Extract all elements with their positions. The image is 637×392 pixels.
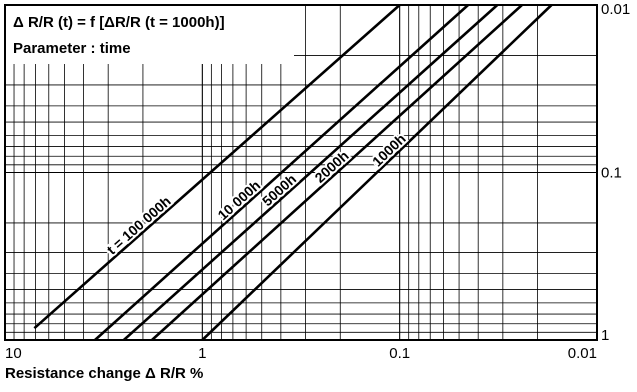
series-label: 5000h: [259, 171, 299, 209]
series-lines: [33, 4, 553, 341]
y-tick-label: 0.01: [601, 1, 630, 18]
chart-title: Δ R/R (t) = f [ΔR/R (t = 1000h)]: [13, 14, 225, 31]
chart-subtitle: Parameter : time: [13, 40, 131, 57]
y-tick-label: 0.1: [601, 165, 622, 182]
x-axis-label: Resistance change Δ R/R %: [5, 365, 203, 382]
plot-frame: [4, 4, 598, 341]
series-line: [201, 4, 553, 341]
y-axis-ticks: 0.01 0.1 1: [601, 1, 630, 344]
series-line: [33, 4, 401, 330]
x-tick-label: 0.1: [389, 345, 410, 362]
x-tick-label: 10: [5, 345, 22, 362]
x-tick-label: 0.01: [568, 345, 597, 362]
series-line: [122, 4, 499, 341]
x-axis-ticks: 10 1 0.1 0.01: [5, 345, 597, 362]
series-line: [94, 4, 469, 341]
title-box: [6, 6, 294, 64]
series-line: [151, 4, 523, 341]
series-label: 1000h: [369, 130, 409, 169]
x-tick-label: 1: [198, 345, 206, 362]
y-tick-label: 1: [601, 327, 609, 344]
series-label: t = 100 000h: [103, 193, 173, 258]
